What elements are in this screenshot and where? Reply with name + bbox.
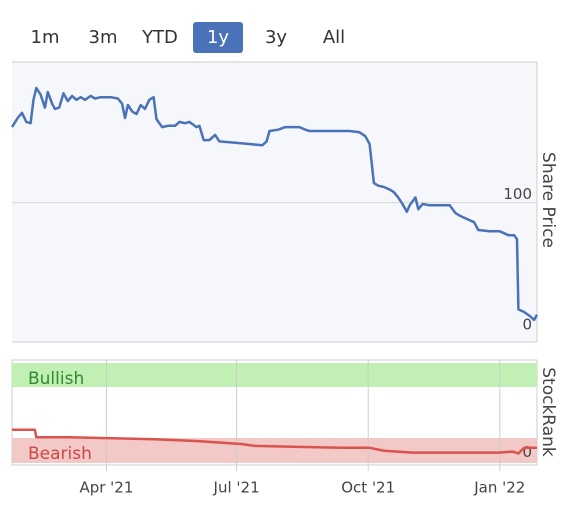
bullish-band bbox=[12, 363, 537, 387]
band-label: Bearish bbox=[28, 444, 92, 464]
x-tick-label: Oct '21 bbox=[341, 479, 395, 497]
range-button[interactable]: 3m bbox=[89, 27, 118, 48]
range-button[interactable]: 3y bbox=[265, 27, 287, 48]
price-line bbox=[10, 86, 539, 322]
y-tick-label: 100 bbox=[503, 185, 532, 203]
range-button[interactable]: All bbox=[323, 27, 345, 48]
x-tick-label: Jul '21 bbox=[213, 479, 260, 497]
bearish-band bbox=[12, 438, 537, 463]
x-tick-label: Apr '21 bbox=[79, 479, 133, 497]
x-tick-label: Jan '22 bbox=[473, 479, 525, 497]
range-button-bg[interactable] bbox=[193, 22, 243, 53]
range-button[interactable]: YTD bbox=[141, 27, 178, 48]
y-axis-label: StockRank bbox=[538, 367, 558, 457]
y-tick-label: 0 bbox=[522, 443, 532, 461]
range-button[interactable]: 1m bbox=[31, 27, 60, 48]
price-line bbox=[12, 428, 537, 455]
y-tick-label: 0 bbox=[522, 315, 532, 333]
range-button[interactable]: 1y bbox=[207, 27, 229, 48]
price-panel bbox=[12, 62, 537, 342]
band-label: Bullish bbox=[28, 369, 84, 389]
y-axis-label: Share Price bbox=[538, 152, 558, 248]
